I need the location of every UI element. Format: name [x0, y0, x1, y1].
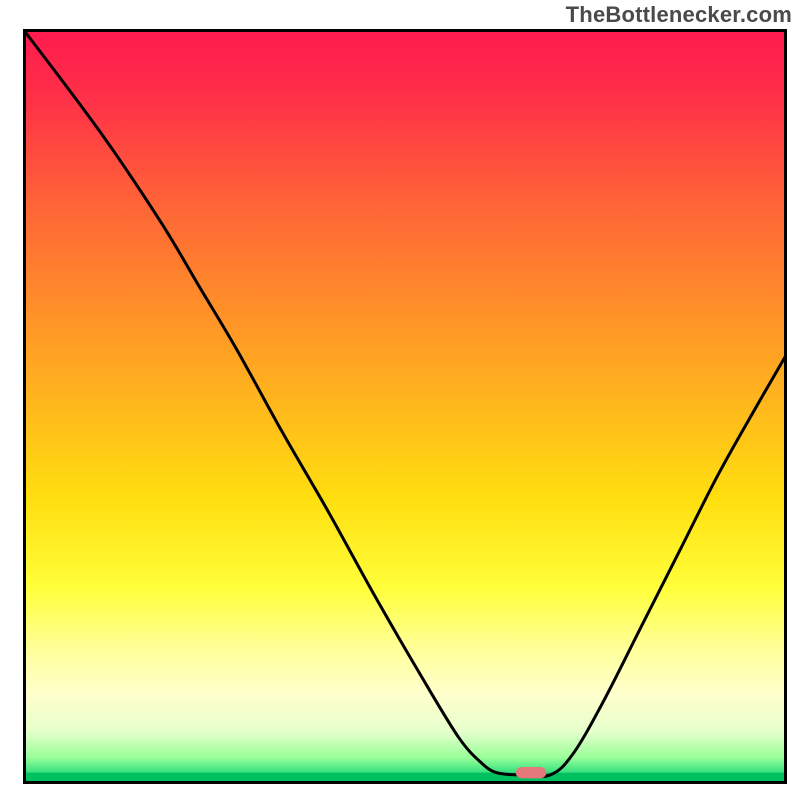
plot-container: [23, 29, 787, 784]
plot-svg: [23, 29, 787, 784]
watermark-text: TheBottlenecker.com: [566, 2, 792, 28]
figure-root: TheBottlenecker.com: [0, 0, 800, 800]
optimum-marker: [516, 767, 547, 778]
gradient-background: [23, 29, 787, 784]
